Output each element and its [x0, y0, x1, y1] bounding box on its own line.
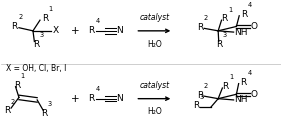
- Text: R: R: [241, 10, 247, 19]
- Text: R: R: [12, 22, 18, 31]
- Text: 1: 1: [21, 73, 25, 79]
- Text: X = OH, Cl, Br, I: X = OH, Cl, Br, I: [6, 64, 67, 73]
- Text: O: O: [251, 90, 258, 99]
- Text: NH: NH: [234, 28, 248, 37]
- Text: X: X: [53, 26, 59, 35]
- Text: R: R: [197, 23, 203, 32]
- Text: R: R: [221, 14, 228, 23]
- Text: catalyst: catalyst: [139, 13, 169, 22]
- Text: R: R: [33, 40, 39, 49]
- Text: R: R: [4, 106, 10, 115]
- Text: R: R: [193, 101, 199, 110]
- Text: 2: 2: [204, 15, 208, 21]
- Text: 1: 1: [228, 7, 232, 13]
- Text: 3: 3: [223, 32, 227, 38]
- Text: NH: NH: [234, 95, 248, 104]
- Text: 2: 2: [10, 99, 15, 105]
- Text: 1: 1: [229, 74, 233, 81]
- Text: 3: 3: [39, 32, 43, 38]
- Text: R: R: [42, 14, 48, 23]
- Text: 3: 3: [48, 101, 52, 107]
- Text: H₂O: H₂O: [147, 107, 162, 116]
- Text: catalyst: catalyst: [139, 81, 169, 90]
- Text: O: O: [251, 22, 258, 31]
- Text: 4: 4: [248, 3, 252, 9]
- Text: H₂O: H₂O: [147, 40, 162, 49]
- Text: 3: 3: [200, 94, 204, 100]
- Text: R: R: [216, 40, 222, 49]
- Text: R: R: [89, 26, 95, 35]
- Text: R: R: [222, 82, 228, 91]
- Text: R: R: [197, 91, 203, 100]
- Text: +: +: [71, 94, 79, 104]
- Text: 2: 2: [18, 14, 23, 20]
- Text: N: N: [116, 94, 123, 103]
- Text: 4: 4: [96, 86, 100, 92]
- Text: N: N: [116, 26, 123, 35]
- Text: R: R: [41, 109, 47, 118]
- Text: R: R: [89, 94, 95, 103]
- Text: 2: 2: [204, 83, 208, 89]
- Text: R: R: [14, 81, 20, 90]
- Text: 4: 4: [96, 18, 100, 24]
- Text: R: R: [241, 78, 247, 87]
- Text: +: +: [71, 26, 79, 36]
- Text: 1: 1: [49, 6, 53, 12]
- Text: 4: 4: [247, 70, 252, 76]
